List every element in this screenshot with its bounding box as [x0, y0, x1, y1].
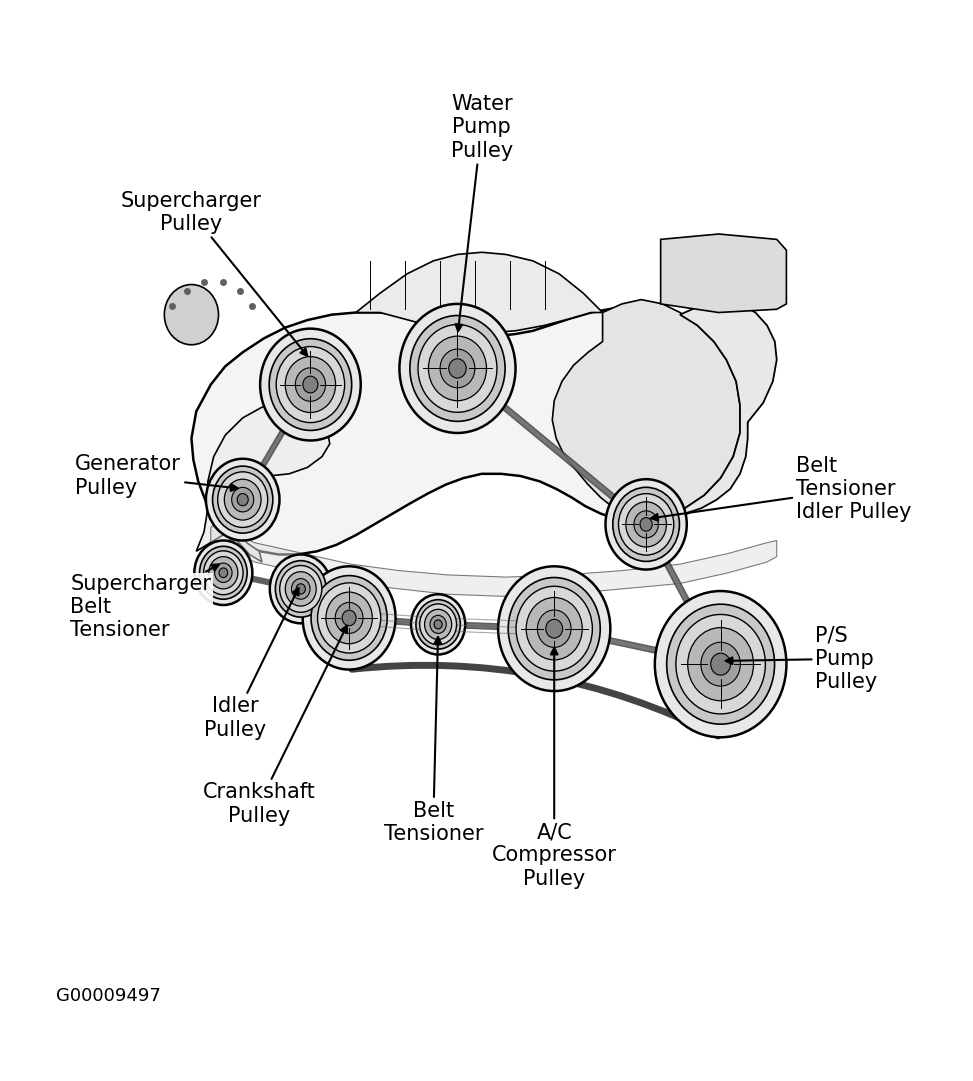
Circle shape [275, 561, 326, 617]
Text: Water
Pump
Pulley: Water Pump Pulley [450, 94, 513, 331]
Text: Supercharger
Belt
Tensioner: Supercharger Belt Tensioner [70, 564, 219, 640]
Circle shape [434, 619, 442, 629]
Circle shape [342, 610, 356, 626]
Text: Crankshaft
Pulley: Crankshaft Pulley [202, 626, 347, 826]
Circle shape [613, 488, 679, 561]
Circle shape [292, 578, 310, 599]
Circle shape [296, 584, 306, 595]
Polygon shape [661, 233, 786, 312]
Circle shape [430, 615, 447, 633]
Circle shape [237, 494, 248, 506]
Circle shape [428, 336, 486, 401]
Circle shape [203, 551, 243, 595]
Text: Belt
Tensioner: Belt Tensioner [383, 637, 483, 844]
Circle shape [218, 471, 268, 528]
Circle shape [215, 563, 233, 583]
Circle shape [626, 502, 667, 547]
Circle shape [279, 565, 322, 612]
Circle shape [326, 592, 373, 644]
Circle shape [410, 316, 505, 422]
Circle shape [619, 494, 673, 555]
Text: Idler
Pulley: Idler Pulley [203, 588, 299, 739]
Circle shape [424, 610, 451, 640]
Circle shape [710, 653, 731, 676]
Circle shape [498, 566, 610, 691]
Polygon shape [356, 252, 602, 333]
Circle shape [199, 546, 247, 599]
Circle shape [546, 619, 562, 638]
Circle shape [400, 304, 516, 433]
Circle shape [303, 376, 318, 393]
Polygon shape [553, 299, 740, 517]
Circle shape [508, 577, 600, 680]
Circle shape [219, 568, 228, 577]
Circle shape [526, 598, 582, 659]
Circle shape [285, 357, 336, 413]
Circle shape [667, 604, 775, 724]
Polygon shape [197, 403, 330, 562]
Circle shape [296, 368, 326, 401]
Circle shape [270, 555, 332, 624]
Circle shape [317, 583, 380, 653]
Circle shape [688, 628, 753, 700]
Circle shape [311, 575, 387, 660]
Circle shape [537, 610, 571, 648]
Polygon shape [192, 306, 747, 555]
Circle shape [225, 479, 261, 520]
Circle shape [209, 557, 237, 589]
Circle shape [335, 602, 363, 633]
Circle shape [260, 329, 361, 440]
Circle shape [676, 614, 766, 713]
Polygon shape [614, 302, 776, 517]
Circle shape [701, 642, 740, 686]
Circle shape [418, 324, 497, 412]
Circle shape [516, 586, 593, 671]
Circle shape [164, 284, 219, 345]
Circle shape [232, 488, 254, 512]
Text: P/S
Pump
Pulley: P/S Pump Pulley [726, 626, 878, 692]
Circle shape [276, 347, 344, 423]
Circle shape [303, 566, 396, 669]
Text: G00009497: G00009497 [56, 987, 161, 1005]
Circle shape [212, 466, 272, 533]
Circle shape [195, 540, 252, 605]
Circle shape [449, 359, 466, 378]
Text: Belt
Tensioner
Idler Pulley: Belt Tensioner Idler Pulley [651, 456, 912, 522]
Circle shape [655, 591, 786, 737]
Circle shape [605, 479, 687, 570]
Circle shape [206, 458, 279, 540]
Circle shape [634, 511, 659, 538]
Text: A/C
Compressor
Pulley: A/C Compressor Pulley [491, 648, 617, 889]
Text: Supercharger
Pulley: Supercharger Pulley [121, 191, 307, 356]
Text: Generator
Pulley: Generator Pulley [75, 454, 237, 497]
Circle shape [415, 600, 460, 649]
Circle shape [411, 595, 465, 654]
Circle shape [640, 518, 652, 531]
Circle shape [419, 604, 456, 645]
Polygon shape [211, 523, 776, 597]
Circle shape [440, 349, 475, 388]
Circle shape [285, 572, 316, 606]
Circle shape [270, 338, 351, 430]
